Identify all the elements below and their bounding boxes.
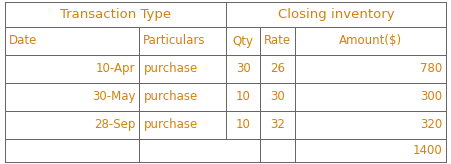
- Text: Particulars: Particulars: [143, 34, 205, 48]
- Text: 30-May: 30-May: [92, 90, 135, 103]
- Text: 780: 780: [420, 62, 442, 75]
- Text: 1400: 1400: [412, 144, 442, 157]
- Text: 10: 10: [236, 118, 250, 131]
- Text: Qty: Qty: [233, 34, 253, 48]
- Text: 28-Sep: 28-Sep: [94, 118, 135, 131]
- Text: Transaction Type: Transaction Type: [60, 8, 171, 21]
- Text: 30: 30: [270, 90, 285, 103]
- Text: 10: 10: [236, 90, 250, 103]
- Text: 10-Apr: 10-Apr: [96, 62, 135, 75]
- Text: purchase: purchase: [144, 90, 198, 103]
- Text: Rate: Rate: [264, 34, 291, 48]
- Text: 320: 320: [420, 118, 442, 131]
- Text: Date: Date: [9, 34, 37, 48]
- Text: 26: 26: [270, 62, 285, 75]
- Text: 32: 32: [270, 118, 285, 131]
- Text: purchase: purchase: [144, 62, 198, 75]
- Text: 30: 30: [236, 62, 250, 75]
- Text: Closing inventory: Closing inventory: [278, 8, 394, 21]
- Text: 300: 300: [420, 90, 442, 103]
- Text: Amount($): Amount($): [339, 34, 402, 48]
- Text: purchase: purchase: [144, 118, 198, 131]
